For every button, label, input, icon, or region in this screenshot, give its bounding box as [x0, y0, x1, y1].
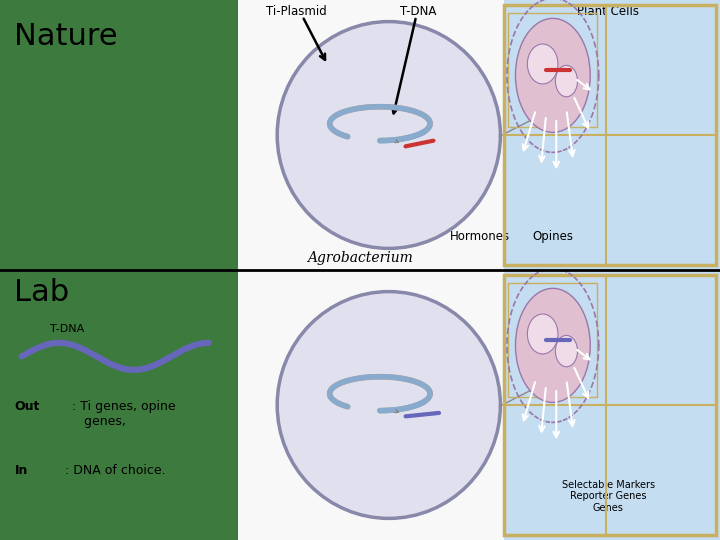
Ellipse shape — [516, 288, 590, 402]
Text: Plant Cells: Plant Cells — [577, 5, 639, 18]
Bar — [238, 270, 504, 540]
Bar — [238, 0, 504, 270]
Ellipse shape — [527, 44, 558, 84]
Ellipse shape — [555, 65, 577, 97]
Bar — [504, 270, 720, 540]
Bar — [508, 13, 598, 127]
Text: In: In — [14, 464, 28, 477]
Text: : DNA of choice.: : DNA of choice. — [65, 464, 166, 477]
Bar — [504, 0, 720, 270]
Ellipse shape — [277, 22, 500, 248]
Bar — [504, 275, 716, 535]
Bar — [504, 5, 716, 265]
Bar — [0, 0, 238, 270]
Text: Ti-Plasmid: Ti-Plasmid — [266, 5, 327, 18]
Ellipse shape — [555, 335, 577, 367]
Text: Out: Out — [14, 400, 40, 413]
Bar — [504, 275, 716, 535]
Bar — [508, 283, 598, 397]
Bar — [0, 270, 238, 540]
Text: T-DNA: T-DNA — [400, 5, 436, 18]
Bar — [504, 5, 716, 265]
Text: Lab: Lab — [14, 278, 70, 307]
Ellipse shape — [516, 18, 590, 132]
Ellipse shape — [277, 292, 500, 518]
Ellipse shape — [527, 314, 558, 354]
Text: T-DNA: T-DNA — [50, 325, 85, 334]
Text: : Ti genes, opine
   genes,: : Ti genes, opine genes, — [72, 400, 176, 428]
Text: Nature: Nature — [14, 22, 118, 51]
Text: Opines: Opines — [533, 230, 574, 243]
Text: Agrobacterium: Agrobacterium — [307, 251, 413, 265]
Text: Selectable Markers
Reporter Genes
Genes: Selectable Markers Reporter Genes Genes — [562, 480, 655, 513]
Text: Hormones: Hormones — [450, 230, 510, 243]
